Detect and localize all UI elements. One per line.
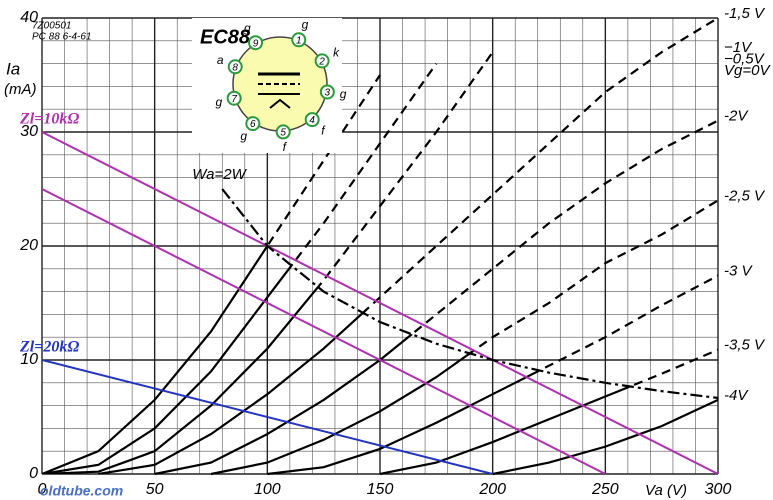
- characteristic-curve: [42, 189, 438, 476]
- pin-letter: k: [333, 45, 340, 59]
- x-tick-label: 100: [254, 481, 281, 498]
- load-line: [42, 359, 493, 474]
- y-tick-label: 20: [19, 237, 38, 254]
- title: EC88: [200, 26, 251, 48]
- x-tick-label: 300: [705, 481, 732, 498]
- pin-number: 5: [280, 128, 286, 139]
- x-tick-label: 250: [591, 481, 619, 498]
- curve-label: -3 V: [724, 263, 754, 280]
- characteristic-curve: [42, 189, 381, 476]
- pin-number: 8: [232, 62, 238, 73]
- x-tick-label: 50: [146, 481, 164, 498]
- pin-number: 1: [296, 35, 302, 46]
- y-unit: (mA): [4, 81, 37, 98]
- pin: [248, 35, 264, 51]
- pin: [275, 124, 291, 140]
- watermark: oldtube.com: [40, 483, 123, 499]
- pin-letter: g: [302, 17, 309, 31]
- curve-label: -3,5 V: [724, 337, 766, 354]
- curve-label: -1,5 V: [724, 5, 766, 22]
- characteristic-curve-dashed: [42, 51, 494, 398]
- pin-letter: a: [217, 53, 224, 67]
- code: 7Z00501: [32, 21, 71, 32]
- grid: [41, 17, 719, 475]
- pin-number: 9: [253, 38, 259, 49]
- y-tick-label: 30: [20, 123, 38, 140]
- curve-label: -4V: [724, 387, 749, 404]
- pin-letter: g: [240, 129, 247, 143]
- curve-label: Vg=0V: [724, 62, 771, 79]
- load-line: [42, 131, 718, 474]
- characteristic-curve-dashed: [42, 62, 438, 398]
- pin: [304, 112, 320, 128]
- y-tick-label: 0: [29, 465, 38, 482]
- labels: 0 50 100 150 200 250 300 0 10 20 30 40 Vg=0V−0,5V−1V…: [19, 5, 771, 498]
- x-tick-label: 150: [367, 481, 394, 498]
- power-limit: [221, 188, 719, 400]
- pin-letter: f: [321, 124, 326, 138]
- pin: [314, 53, 330, 69]
- y-tick-label: 10: [20, 351, 38, 368]
- characteristic-curve-dashed: [210, 199, 719, 398]
- pin-number: 7: [231, 94, 237, 105]
- x-tick-label: 0: [38, 481, 47, 498]
- characteristic-curve: [42, 189, 494, 476]
- pin-letter: g: [216, 95, 223, 109]
- characteristic-curve-dashed: [98, 17, 719, 398]
- heater: [269, 98, 291, 109]
- pin: [245, 116, 261, 132]
- x-tick-label: 200: [478, 481, 506, 498]
- power-limit-label: Wa=2W: [192, 166, 247, 183]
- pin: [319, 84, 335, 100]
- curve-label: −1V: [724, 39, 753, 56]
- pin-number: 6: [250, 119, 256, 130]
- load-line-label: Zl=10kΩ: [19, 111, 79, 128]
- y-tick-label: 40: [20, 9, 38, 26]
- curve-label: −0,5V: [724, 51, 766, 68]
- reference: PC 88 6-4-61: [32, 32, 91, 43]
- pin-number: 3: [325, 88, 331, 99]
- pin-letter: g: [244, 21, 251, 35]
- curve-label: -2,5 V: [724, 187, 766, 204]
- curve-label: -2V: [724, 108, 749, 125]
- pin-number: 4: [309, 115, 315, 126]
- pin: [227, 59, 243, 75]
- pin: [291, 32, 307, 48]
- pin-letter: g: [340, 87, 347, 101]
- y-label: Ia: [6, 59, 20, 78]
- load-line: [42, 188, 606, 474]
- characteristic-curve: [492, 398, 719, 476]
- curves: [42, 17, 719, 476]
- characteristic-curve-dashed: [154, 119, 719, 398]
- load-line-label: Zl=20kΩ: [19, 339, 79, 356]
- pin-letter: f: [283, 140, 288, 154]
- pin-number: 2: [318, 57, 325, 68]
- x-label: Va (V): [645, 482, 687, 499]
- pin: [226, 90, 242, 106]
